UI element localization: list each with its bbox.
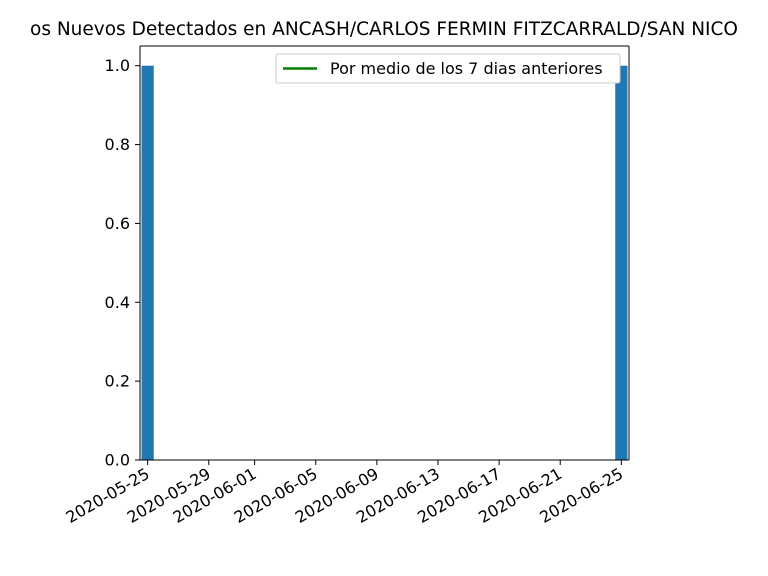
y-tick-label-3: 0.6 — [105, 214, 130, 233]
y-tick-label-1: 0.2 — [105, 372, 130, 391]
legend-label: Por medio de los 7 dias anteriores — [330, 59, 603, 78]
y-tick-label-2: 0.4 — [105, 293, 130, 312]
y-tick-label-4: 0.8 — [105, 135, 130, 154]
plot-area: 0.00.20.40.60.81.02020-05-252020-05-2920… — [63, 45, 630, 527]
legend-box — [275, 53, 621, 84]
legend: Por medio de los 7 dias anteriores — [275, 53, 621, 84]
y-tick-label-5: 1.0 — [105, 56, 130, 75]
chart-title: os Nuevos Detectados en ANCASH/CARLOS FE… — [30, 19, 738, 40]
bar-1 — [615, 65, 628, 460]
bar-0 — [141, 65, 154, 460]
y-tick-label-0: 0.0 — [105, 451, 130, 470]
